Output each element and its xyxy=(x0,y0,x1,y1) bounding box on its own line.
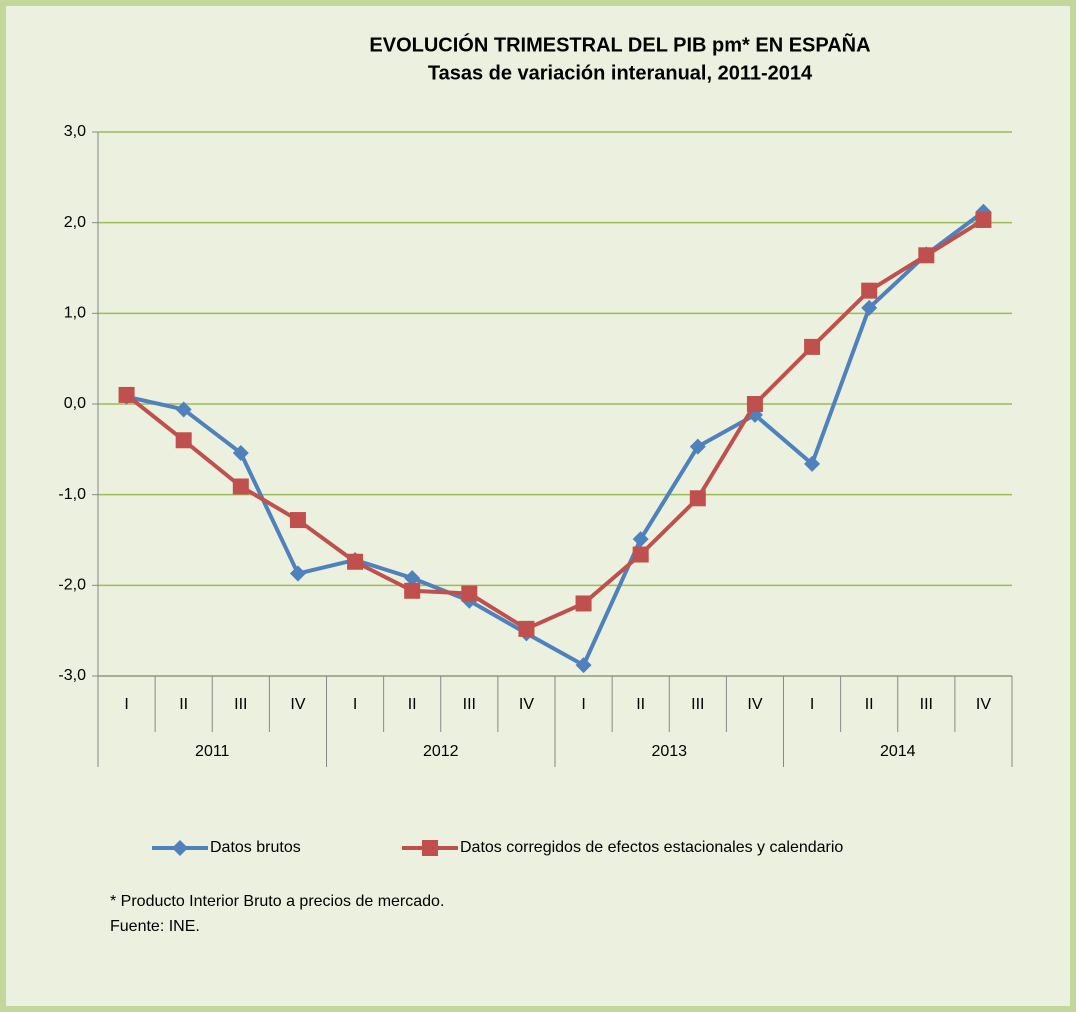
x-tick-label: I xyxy=(353,696,357,713)
x-tick-label: IV xyxy=(747,696,762,713)
data-point xyxy=(347,553,364,570)
year-label: 2012 xyxy=(423,743,459,760)
data-point xyxy=(746,396,763,412)
x-tick-label: II xyxy=(408,696,417,713)
x-tick-label: I xyxy=(581,696,585,713)
data-point xyxy=(518,620,535,637)
x-tick-label: IV xyxy=(976,696,991,713)
data-point xyxy=(118,386,135,403)
data-point xyxy=(404,570,421,587)
legend-marker xyxy=(172,840,188,856)
chart-subtitle: Tasas de variación interanual, 2011-2014 xyxy=(428,62,813,84)
series-line xyxy=(125,218,985,631)
data-point xyxy=(632,531,649,548)
x-tick-label: II xyxy=(636,696,645,713)
data-point xyxy=(918,247,935,264)
y-tick-label: 0,0 xyxy=(64,395,86,412)
data-point xyxy=(804,338,821,355)
x-tick-label: I xyxy=(124,696,128,713)
data-point xyxy=(804,455,821,472)
y-tick-label: 3,0 xyxy=(64,123,86,140)
data-point xyxy=(232,478,249,495)
x-tick-label: III xyxy=(463,696,476,713)
y-tick-label: -2,0 xyxy=(58,577,86,594)
footnote: * Producto Interior Bruto a precios de m… xyxy=(110,893,444,910)
year-label: 2014 xyxy=(880,743,916,760)
y-tick-label: 2,0 xyxy=(64,214,86,231)
data-point xyxy=(689,490,706,507)
data-point xyxy=(289,565,306,582)
y-tick-label: 1,0 xyxy=(64,305,86,322)
x-tick-label: III xyxy=(691,696,704,713)
legend-label: Datos brutos xyxy=(210,839,301,856)
x-tick-label: II xyxy=(179,696,188,713)
data-point xyxy=(289,512,306,529)
x-tick-label: IV xyxy=(290,696,305,713)
year-label: 2011 xyxy=(195,743,230,760)
data-point xyxy=(175,432,192,449)
y-tick-label: -1,0 xyxy=(58,486,86,503)
source: Fuente: INE. xyxy=(110,918,200,935)
legend-label: Datos corregidos de efectos estacionales… xyxy=(460,839,843,856)
data-point xyxy=(461,585,478,602)
data-point xyxy=(175,401,192,418)
data-point xyxy=(632,546,649,563)
data-point xyxy=(575,657,592,674)
x-tick-label: I xyxy=(810,696,814,713)
x-tick-label: III xyxy=(920,696,933,713)
y-tick-label: -3,0 xyxy=(58,667,86,684)
x-tick-label: II xyxy=(865,696,874,713)
data-point xyxy=(861,299,878,316)
data-point xyxy=(404,582,421,599)
series-line xyxy=(126,210,985,668)
data-point xyxy=(689,438,706,455)
data-point xyxy=(232,444,249,461)
legend-marker xyxy=(422,840,438,856)
data-point xyxy=(861,282,878,299)
x-tick-label: IV xyxy=(519,696,534,713)
data-point xyxy=(975,211,992,228)
x-tick-label: III xyxy=(234,696,247,713)
data-point xyxy=(575,595,592,612)
year-label: 2013 xyxy=(651,743,687,760)
chart-title: EVOLUCIÓN TRIMESTRAL DEL PIB pm* EN ESPA… xyxy=(369,32,870,56)
